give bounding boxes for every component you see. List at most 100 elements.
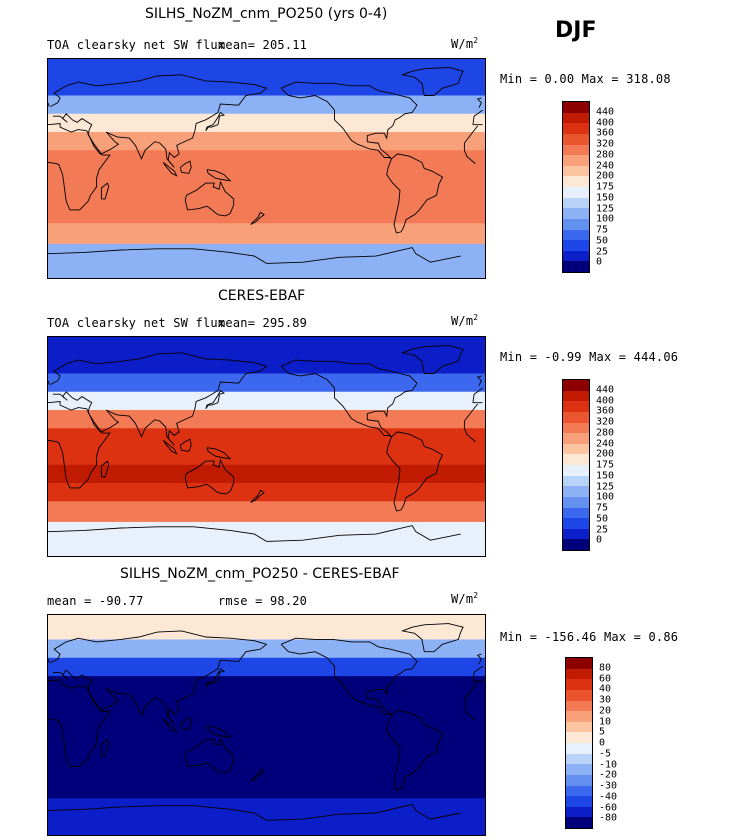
colorbar-tick-label: -60 <box>599 802 618 813</box>
zonal-band-5 <box>48 464 485 484</box>
coastline-7 <box>205 111 226 132</box>
zonal-band-1 <box>48 95 485 115</box>
colorbar-tick-label: 0 <box>599 737 606 749</box>
colorbar-tick-label: -80 <box>599 812 618 824</box>
coastline-4 <box>184 736 235 774</box>
colorbar-tick-label: 80 <box>599 662 612 674</box>
zonal-band-2 <box>48 657 485 677</box>
zonal-band-4 <box>48 150 485 224</box>
colorbar-tick-label: 200 <box>596 448 615 460</box>
zonal-band-0 <box>48 615 485 640</box>
coastline-7 <box>205 389 226 410</box>
panel-3-map <box>47 614 486 836</box>
colorbar-segment <box>563 454 589 465</box>
zonal-band-4 <box>48 428 485 466</box>
zonal-band-5 <box>48 223 485 245</box>
coastline-12 <box>100 738 110 757</box>
zonal-band-6 <box>48 243 485 278</box>
colorbar-tick-label: 125 <box>596 203 615 214</box>
coastline-3 <box>386 153 444 234</box>
colorbar-segment <box>563 240 589 251</box>
coastline-8 <box>179 717 192 731</box>
coastline-1 <box>48 679 479 768</box>
colorbar-tick-label: 10 <box>599 716 612 727</box>
coastline-11 <box>250 211 265 225</box>
colorbar-tick-label: 360 <box>596 405 615 417</box>
coastline-5 <box>400 623 464 653</box>
panel-1-map <box>47 58 486 279</box>
colorbar-segment <box>563 197 589 209</box>
colorbar-tick-label: 360 <box>596 127 615 139</box>
coastline-0 <box>50 352 483 446</box>
panel-3-rmse: rmse = 98.20 <box>218 594 308 608</box>
season-label: DJF <box>555 18 597 43</box>
coastline-6 <box>48 247 461 264</box>
colorbar-segment <box>563 433 589 444</box>
colorbar-segment <box>563 218 589 230</box>
colorbar-tick-label: 20 <box>599 705 612 717</box>
coastline-5 <box>400 345 464 374</box>
panel-2-field-label: TOA clearsky net SW flux <box>47 316 226 330</box>
coastline-2 <box>280 637 418 716</box>
colorbar-tick-label: 150 <box>596 192 615 204</box>
colorbar-segment <box>563 102 589 113</box>
colorbar-tick-label: 240 <box>596 160 615 171</box>
panel-1-colorbar <box>562 101 590 273</box>
colorbar-segment <box>566 743 592 754</box>
coastline-6 <box>48 525 461 542</box>
colorbar-segment <box>563 123 589 134</box>
panel-2-mean: mean= 295.89 <box>218 316 308 330</box>
colorbar-segment <box>566 774 592 786</box>
colorbar-tick-label: 320 <box>596 416 615 428</box>
zonal-band-6 <box>48 483 485 502</box>
colorbar-tick-label: 0 <box>596 256 603 268</box>
colorbar-tick-label: -5 <box>599 748 612 760</box>
zonal-band-0 <box>48 59 485 96</box>
colorbar-tick-label: 50 <box>596 235 609 247</box>
colorbar-segment <box>566 806 592 818</box>
coastline-4 <box>184 180 235 217</box>
colorbar-tick-label: 400 <box>596 117 615 128</box>
coastline-2 <box>280 81 418 160</box>
coastline-9 <box>162 162 178 177</box>
colorbar-tick-label: -10 <box>599 759 618 770</box>
colorbar-segment <box>563 208 589 219</box>
colorbar-segment <box>566 679 592 690</box>
colorbar-tick-label: 175 <box>596 181 615 193</box>
colorbar-segment <box>563 539 589 550</box>
colorbar-tick-label: 280 <box>596 427 615 439</box>
colorbar-segment <box>563 176 589 187</box>
coastline-3 <box>386 709 444 791</box>
colorbar-tick-label: 0 <box>596 534 603 546</box>
panel-1-units: W/m2 <box>451 36 479 51</box>
panel-2-minmax: Min = -0.99 Max = 444.06 <box>500 350 679 364</box>
zonal-band-2 <box>48 391 485 411</box>
coastline-12 <box>100 182 110 200</box>
colorbar-tick-label: 200 <box>596 170 615 182</box>
coastline-10 <box>206 725 232 738</box>
colorbar-segment <box>566 668 592 680</box>
colorbar-tick-label: 25 <box>596 246 609 257</box>
colorbar-segment <box>563 496 589 508</box>
panel-3-colorbar <box>565 657 593 829</box>
colorbar-tick-label: 175 <box>596 459 615 471</box>
panel-3-minmax: Min = -156.46 Max = 0.86 <box>500 630 679 644</box>
colorbar-tick-label: 440 <box>596 384 615 396</box>
colorbar-segment <box>563 443 589 455</box>
colorbar-segment <box>566 689 592 701</box>
colorbar-tick-label: 60 <box>599 673 612 684</box>
coastline-11 <box>250 489 265 503</box>
colorbar-tick-label: 75 <box>596 224 609 236</box>
zonal-band-0 <box>48 337 485 374</box>
coastline-5 <box>400 67 464 96</box>
colorbar-segment <box>566 796 592 807</box>
colorbar-segment <box>563 475 589 487</box>
coastline-2 <box>280 359 418 438</box>
zonal-band-2 <box>48 113 485 133</box>
zonal-band-3 <box>48 410 485 429</box>
colorbar-tick-label: 30 <box>599 694 612 706</box>
colorbar-segment <box>563 380 589 391</box>
colorbar-segment <box>566 764 592 775</box>
coastline-13 <box>48 375 482 386</box>
colorbar-tick-label: 280 <box>596 149 615 161</box>
